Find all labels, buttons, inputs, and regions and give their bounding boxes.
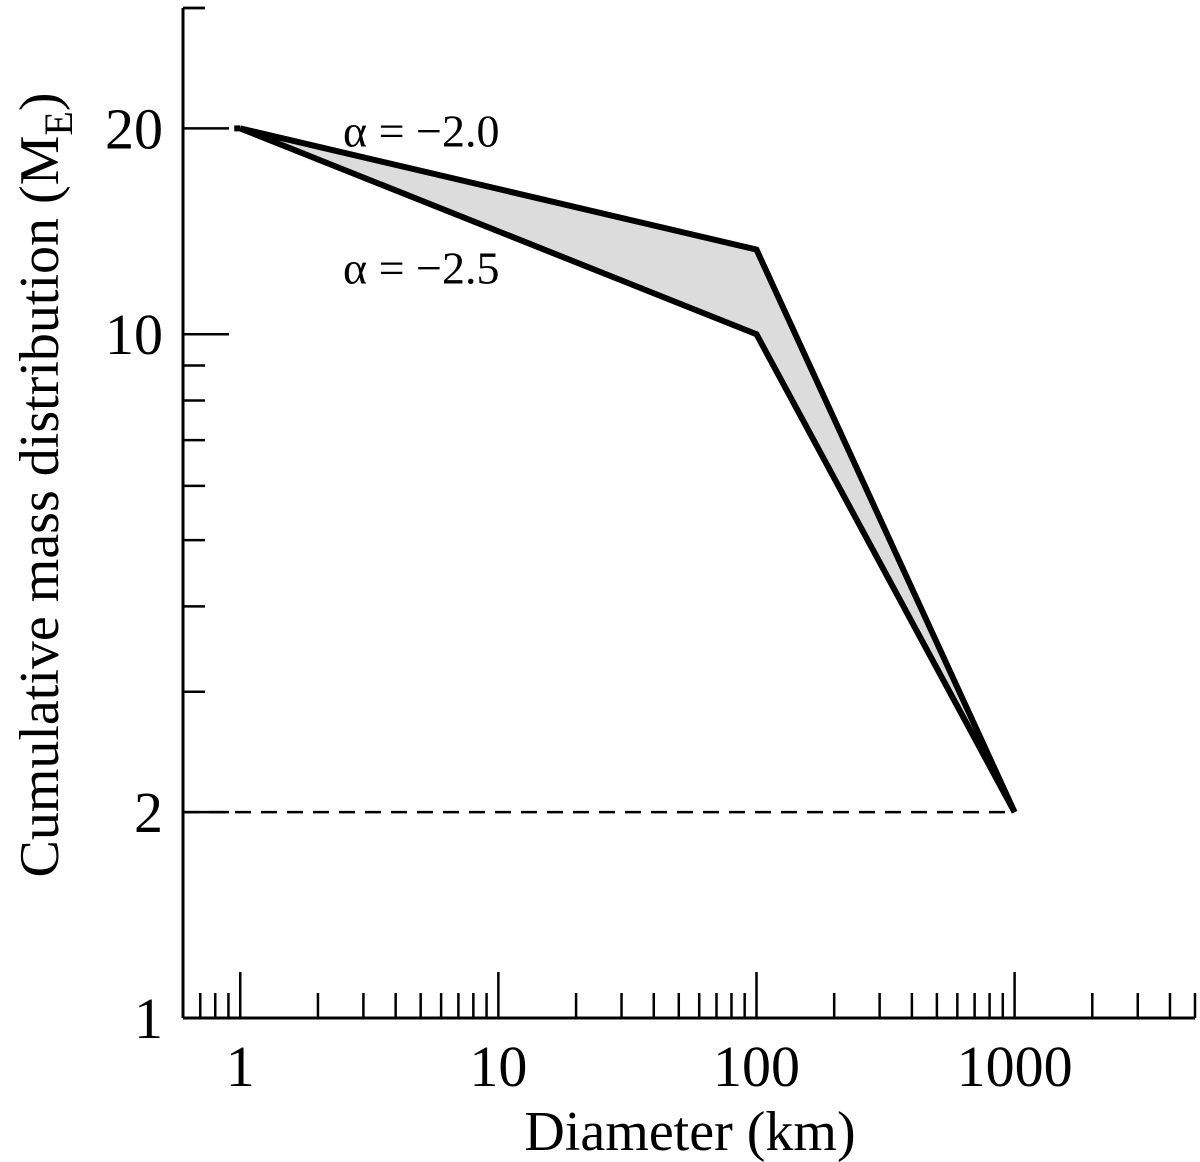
series-annotation: α = −2.0 — [343, 105, 500, 156]
axes-layer — [181, 8, 1195, 1020]
annotation-layer: α = −2.0 α = −2.5 — [343, 105, 500, 293]
fill-between-area — [240, 128, 1015, 813]
y-ticks: 1 2 10 20 — [105, 6, 229, 1051]
y-axis-title-close: ) — [9, 92, 71, 111]
y-tick-label: 10 — [105, 302, 163, 367]
x-axis-title: Diameter (km) — [524, 1101, 855, 1162]
x-tick-label: 10 — [469, 1034, 527, 1099]
series-annotation: α = −2.5 — [343, 243, 500, 294]
x-tick-label: 100 — [713, 1034, 800, 1099]
series-layer — [234, 125, 1018, 814]
y-tick-label: 20 — [105, 96, 163, 161]
y-axis-title-main: Cumulative mass distribution (M — [9, 136, 71, 878]
y-axis-title-subscript: E — [36, 111, 81, 135]
series-line-1 — [239, 125, 1018, 814]
y-tick-label: 2 — [134, 780, 163, 845]
x-ticks: 1 10 100 1000 — [181, 972, 1197, 1099]
y-axis-title: Cumulative mass distribution (ME) — [9, 92, 81, 877]
x-tick-label: 1000 — [957, 1034, 1073, 1099]
x-tick-label: 1 — [226, 1034, 255, 1099]
fill-layer — [240, 128, 1015, 813]
series-line-2 — [239, 125, 1018, 814]
y-tick-label: 1 — [134, 986, 163, 1051]
